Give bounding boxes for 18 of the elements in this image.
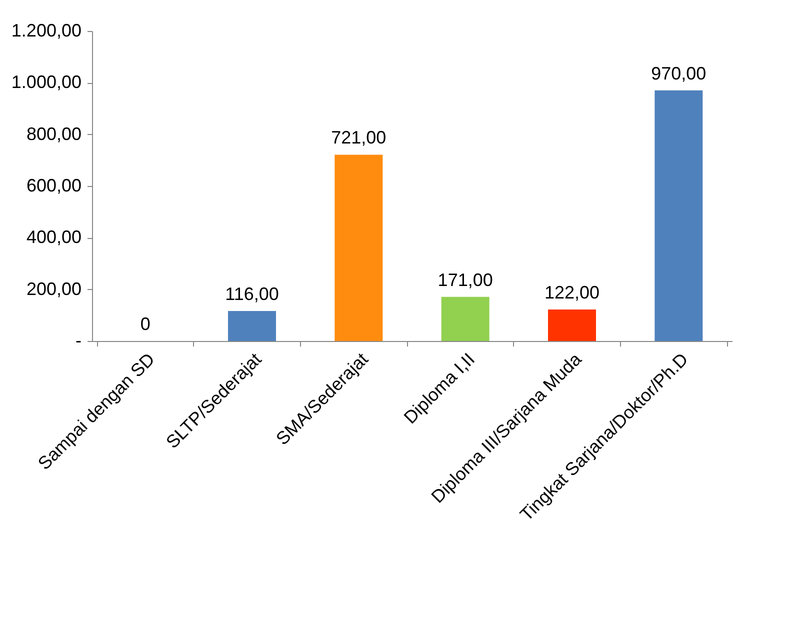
y-tick-label: 1.200,00 [11,20,82,40]
bar [441,296,490,341]
bar [654,90,703,341]
y-tick-label: - [76,330,82,350]
data-label: 122,00 [544,282,600,302]
data-label: 721,00 [331,128,386,148]
bar [548,309,596,341]
y-tick-label: 1.000,00 [11,72,82,92]
bar [334,154,383,341]
y-tick-label: 200,00 [26,278,82,299]
data-label: 116,00 [225,284,279,304]
data-label: 171,00 [438,270,493,290]
data-label: 970,00 [651,63,706,84]
y-tick-label: 400,00 [26,227,82,248]
bar [228,311,276,341]
y-tick-label: 600,00 [26,176,82,196]
y-tick-label: 800,00 [26,124,82,144]
data-label: 0 [140,314,150,334]
